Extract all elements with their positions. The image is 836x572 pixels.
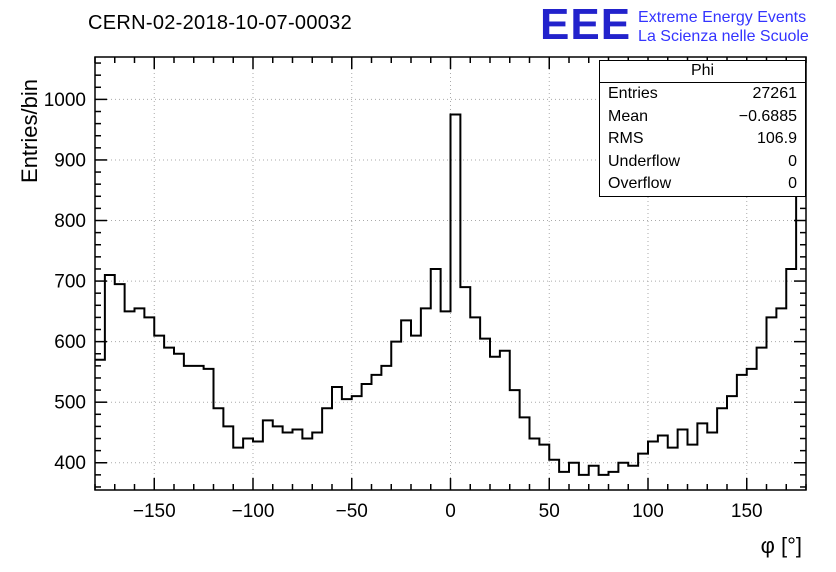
y-tick-label: 400	[54, 453, 86, 474]
stats-row-overflow: Overflow 0	[600, 173, 805, 196]
y-tick-label: 1000	[44, 90, 86, 111]
x-axis-label: φ [°]	[760, 533, 802, 558]
stats-label: Underflow	[608, 152, 681, 170]
stats-value: 0	[788, 152, 797, 170]
stats-label: Overflow	[608, 175, 672, 192]
eee-logo-line1: Extreme Energy Events	[638, 9, 807, 26]
eee-logo-text: EEE	[540, 0, 632, 49]
y-axis-label: Entries/bin	[17, 79, 42, 183]
histogram-line	[95, 62, 806, 476]
stats-row-rms: RMS 106.9	[600, 128, 805, 151]
stats-title: Phi	[600, 61, 805, 83]
stats-value: 27261	[752, 85, 798, 102]
stats-row-entries: Entries 27261	[600, 83, 805, 106]
x-tick-label: 0	[445, 501, 456, 522]
stats-label: RMS	[608, 130, 644, 147]
stats-value: −0.6885	[738, 107, 797, 125]
plot-title: CERN-02-2018-10-07-00032	[88, 12, 353, 34]
stats-row-underflow: Underflow 0	[600, 151, 805, 174]
stats-label: Mean	[608, 107, 649, 125]
y-tick-label: 500	[54, 393, 86, 414]
x-tick-label: −150	[133, 501, 176, 522]
x-tick-label: −50	[336, 501, 368, 522]
stats-row-mean: Mean −0.6885	[600, 106, 805, 129]
x-tick-label: 50	[539, 501, 560, 522]
eee-logo-subtitle: Extreme Energy Events La Scienza nelle S…	[638, 8, 809, 46]
y-tick-label: 700	[54, 272, 86, 293]
x-tick-label: 100	[632, 501, 664, 522]
y-tick-label: 900	[54, 150, 86, 171]
eee-logo-line2: La Scienza nelle Scuole	[638, 28, 809, 45]
stats-value: 106.9	[756, 130, 797, 147]
x-tick-label: 150	[731, 501, 763, 522]
x-tick-label: −100	[232, 501, 275, 522]
y-tick-label: 600	[54, 332, 86, 353]
stats-box: Phi Entries 27261 Mean −0.6885 RMS 106.9…	[599, 60, 806, 197]
stats-value: 0	[788, 175, 797, 192]
y-tick-label: 800	[54, 211, 86, 232]
eee-logo: EEE Extreme Energy Events La Scienza nel…	[540, 0, 809, 49]
stats-label: Entries	[608, 85, 658, 102]
